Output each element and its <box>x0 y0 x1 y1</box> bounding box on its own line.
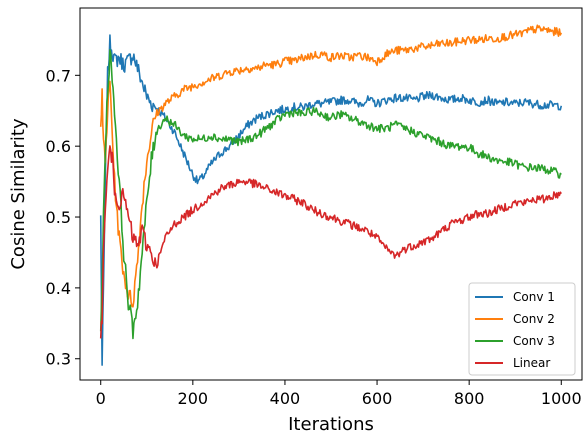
x-tick-label: 600 <box>362 389 393 408</box>
y-axis-label: Cosine Similarity <box>8 118 29 270</box>
series-line-conv-2 <box>99 24 563 308</box>
x-axis: 0 200 400 600 800 1000 <box>96 380 582 408</box>
series-line-conv-3 <box>99 49 562 340</box>
x-tick-label: 0 <box>96 389 106 408</box>
y-axis: 0.3 0.4 0.5 0.6 0.7 <box>46 66 80 369</box>
legend-label: Conv 2 <box>513 312 555 326</box>
legend: Conv 1 Conv 2 Conv 3 Linear <box>468 282 576 376</box>
x-tick-label: 400 <box>270 389 301 408</box>
y-tick-label: 0.5 <box>46 208 71 227</box>
x-tick-label: 200 <box>178 389 209 408</box>
series-line-conv-1 <box>99 34 563 366</box>
legend-label: Linear <box>513 356 550 370</box>
legend-box <box>468 282 576 376</box>
y-tick-label: 0.7 <box>46 66 71 85</box>
plot-area <box>99 24 563 366</box>
y-tick-label: 0.3 <box>46 350 71 369</box>
plot-frame <box>79 7 583 381</box>
y-tick-label: 0.4 <box>46 279 71 298</box>
y-tick-label: 0.6 <box>46 137 71 156</box>
legend-label: Conv 3 <box>513 334 555 348</box>
x-tick-label: 800 <box>454 389 485 408</box>
legend-label: Conv 1 <box>513 290 555 304</box>
series-line-linear <box>99 145 562 339</box>
x-axis-label: Iterations <box>288 414 374 435</box>
x-tick-label: 1000 <box>541 389 582 408</box>
